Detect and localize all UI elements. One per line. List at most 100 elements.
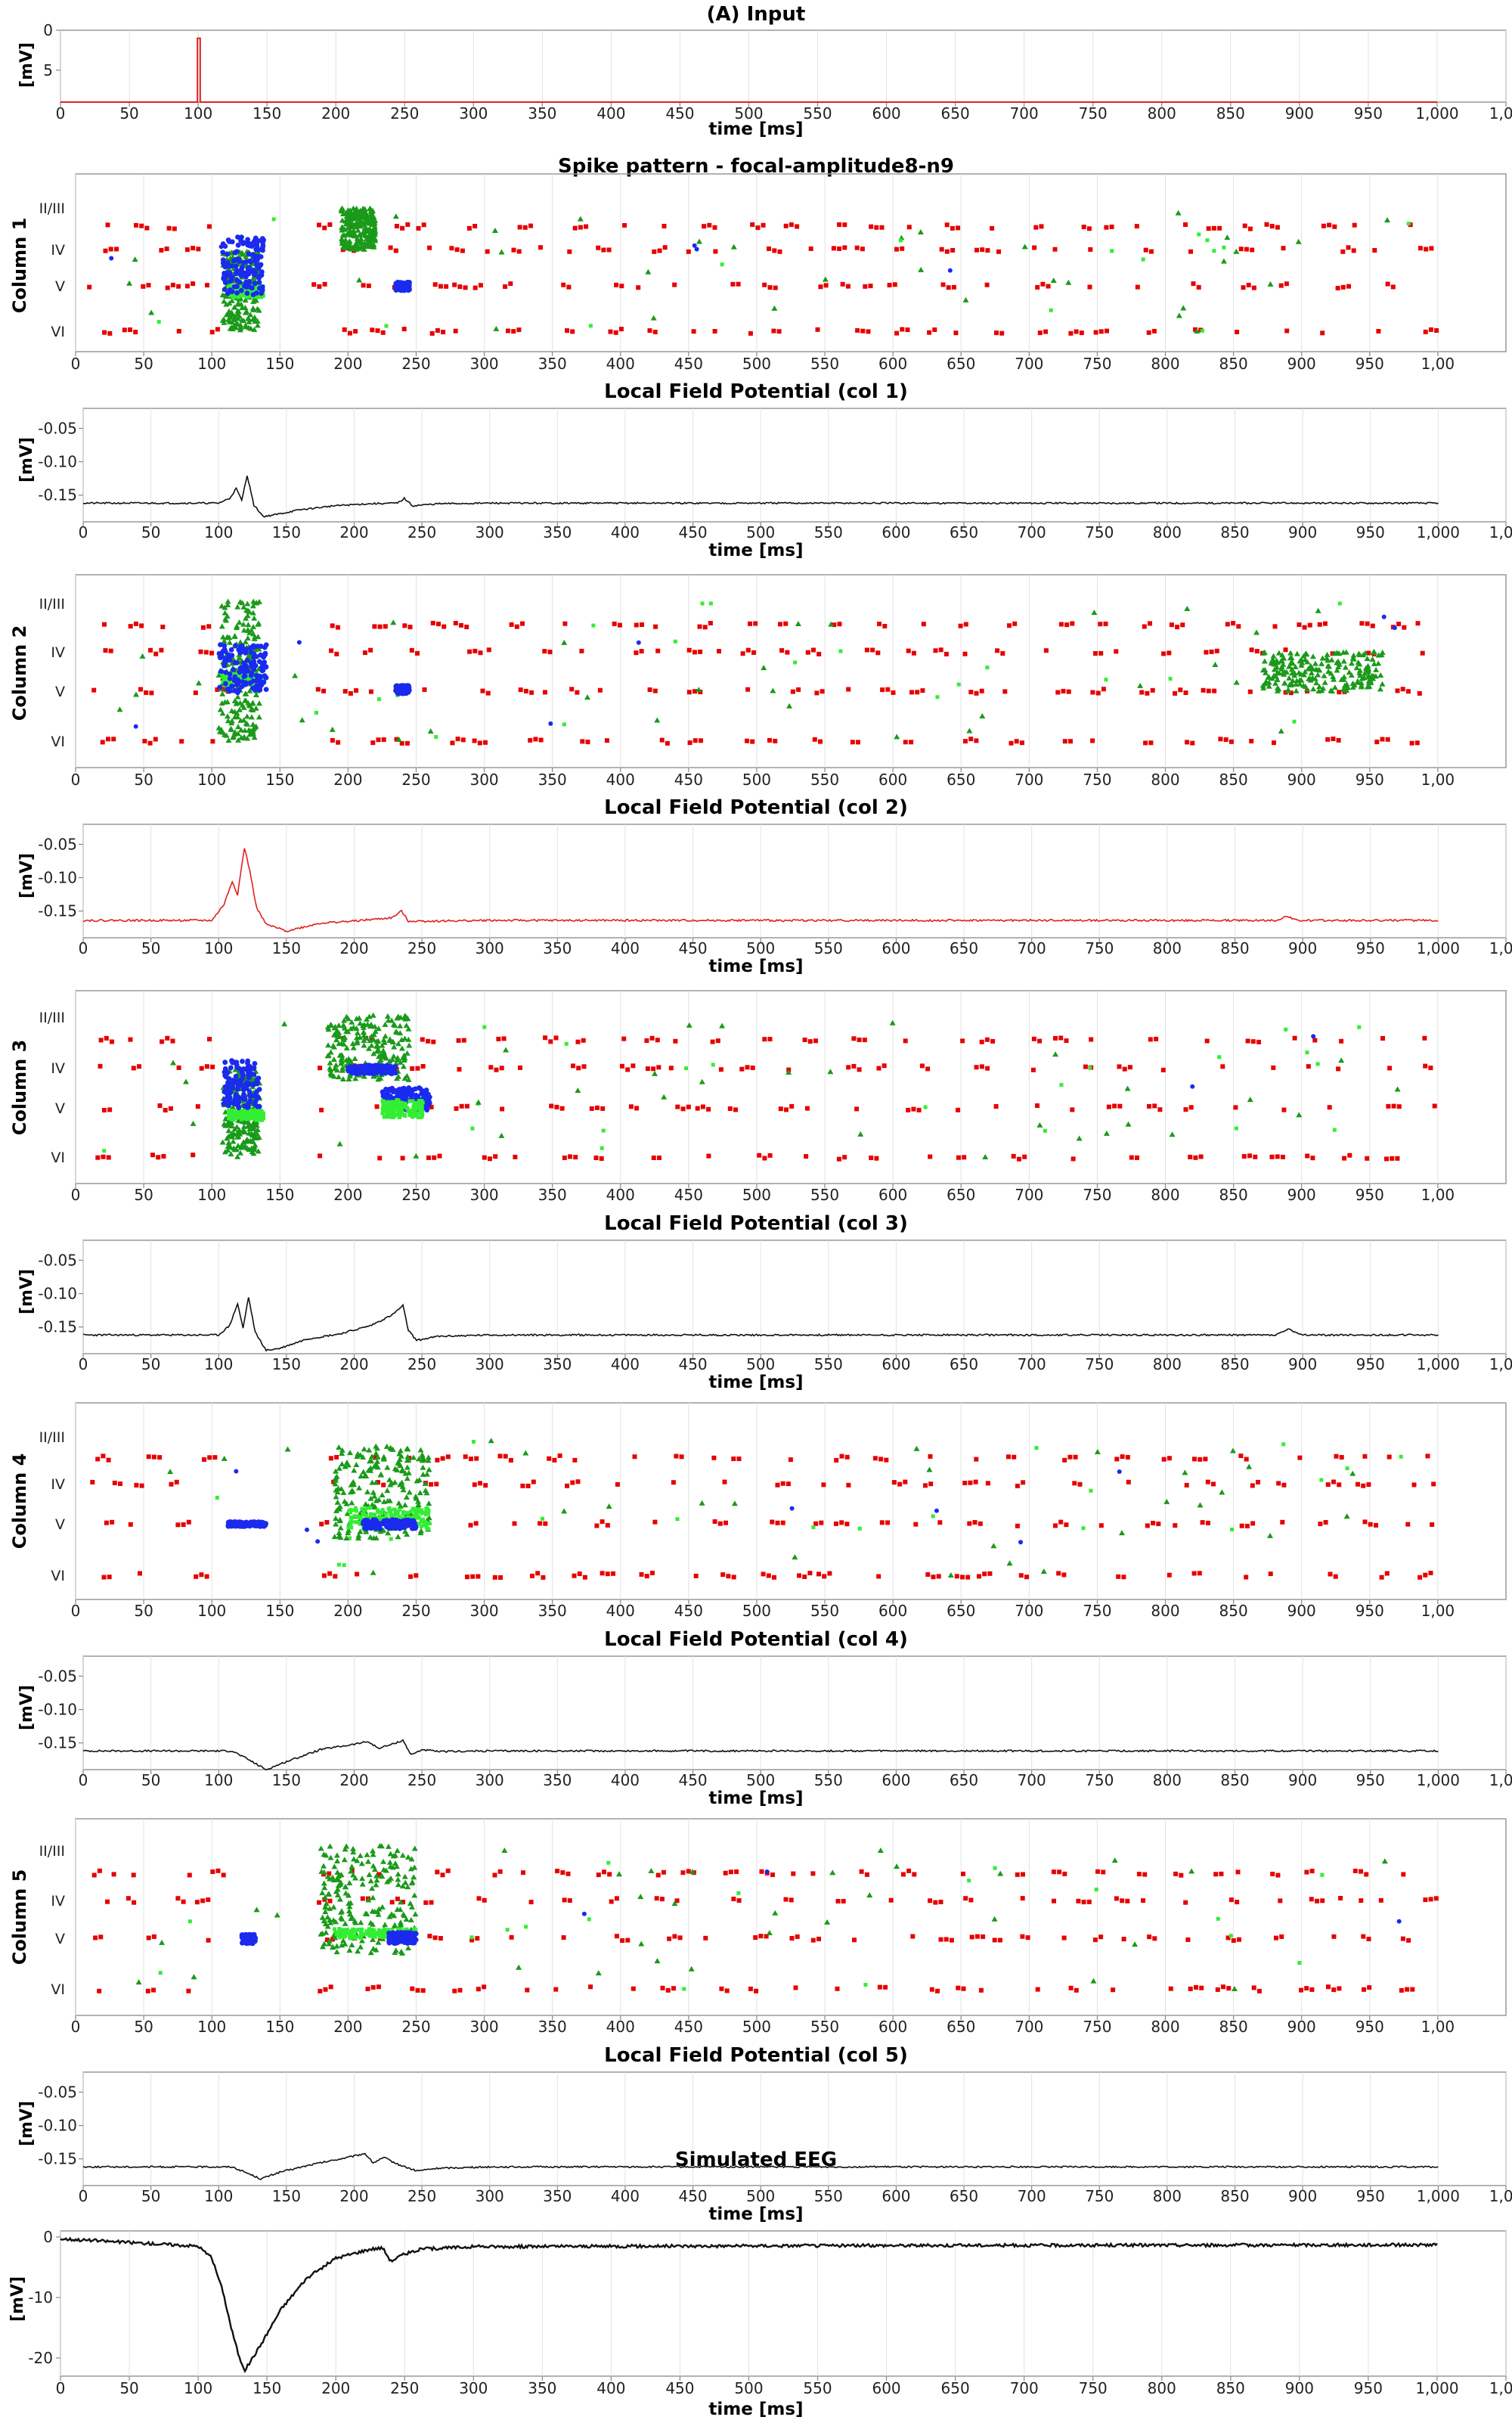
spike-interneuron-c bbox=[224, 1089, 230, 1095]
spike-excitatory bbox=[770, 1519, 775, 1525]
spike-interneuron-a bbox=[364, 1488, 371, 1494]
spike-excitatory bbox=[114, 247, 119, 252]
spike-excitatory bbox=[1161, 1457, 1167, 1462]
spike-interneuron-a bbox=[1350, 652, 1357, 658]
spike-excitatory bbox=[334, 1454, 339, 1460]
spike-excitatory bbox=[965, 1575, 971, 1580]
spike-excitatory bbox=[1122, 1066, 1127, 1072]
spike-interneuron-c bbox=[252, 1060, 258, 1066]
spike-excitatory bbox=[1114, 1457, 1120, 1462]
spike-excitatory bbox=[334, 651, 339, 656]
spike-excitatory bbox=[632, 1454, 637, 1460]
spike-excitatory bbox=[1206, 226, 1211, 231]
spike-interneuron-a bbox=[345, 1527, 352, 1533]
spike-excitatory bbox=[122, 327, 127, 333]
x-tick-label: 500 bbox=[734, 104, 763, 123]
spike-excitatory bbox=[421, 222, 426, 228]
spike-interneuron-a bbox=[1052, 1051, 1059, 1057]
spike-excitatory bbox=[1046, 284, 1051, 289]
spike-interneuron-a bbox=[1350, 656, 1357, 662]
spike-excitatory bbox=[913, 1522, 919, 1527]
spike-excitatory bbox=[1330, 651, 1335, 656]
spike-excitatory bbox=[1380, 737, 1385, 742]
x-tick-label: 650 bbox=[947, 1186, 975, 1204]
spike-excitatory bbox=[422, 687, 427, 692]
y-category-label: V bbox=[55, 1516, 65, 1533]
spike-interneuron-b bbox=[258, 1115, 262, 1120]
spike-interneuron-b bbox=[222, 677, 227, 681]
spike-interneuron-a bbox=[917, 228, 924, 234]
spike-excitatory bbox=[1015, 1483, 1020, 1488]
spike-excitatory bbox=[1000, 651, 1005, 656]
spike-excitatory bbox=[822, 1574, 827, 1579]
spike-interneuron-a bbox=[1040, 1568, 1047, 1575]
spike-interneuron-b bbox=[222, 672, 226, 677]
spike-excitatory bbox=[494, 1067, 499, 1072]
spike-interneuron-a bbox=[251, 1131, 258, 1137]
spike-interneuron-a bbox=[401, 1013, 408, 1019]
spike-interneuron-a bbox=[392, 213, 399, 219]
spike-excitatory bbox=[327, 1571, 333, 1576]
spike-interneuron-a bbox=[245, 315, 252, 321]
spike-interneuron-c bbox=[401, 1087, 407, 1093]
spike-interneuron-a bbox=[363, 1528, 370, 1534]
spike-excitatory bbox=[164, 247, 169, 251]
spike-interneuron-a bbox=[356, 277, 363, 283]
spike-excitatory bbox=[483, 1483, 488, 1488]
spike-excitatory bbox=[1231, 621, 1236, 626]
spike-excitatory bbox=[1292, 1035, 1297, 1041]
spike-interneuron-a bbox=[827, 1069, 834, 1075]
spike-interneuron-b bbox=[261, 1115, 265, 1119]
spike-excitatory bbox=[668, 1066, 674, 1071]
spike-excitatory bbox=[102, 622, 107, 627]
spike-excitatory bbox=[1064, 1522, 1069, 1528]
x-tick-label: 50 bbox=[119, 104, 138, 123]
spike-interneuron-a bbox=[235, 724, 242, 730]
x-tick-label: 550 bbox=[810, 355, 839, 373]
spike-excitatory bbox=[1121, 1575, 1126, 1580]
spike-excitatory bbox=[128, 624, 133, 629]
spike-interneuron-b bbox=[398, 1109, 402, 1114]
spike-excitatory bbox=[644, 1574, 649, 1579]
spike-excitatory bbox=[700, 1104, 705, 1109]
spike-excitatory bbox=[531, 1479, 536, 1485]
spike-excitatory bbox=[652, 249, 657, 254]
spike-interneuron-a bbox=[1270, 653, 1277, 659]
spike-interneuron-c bbox=[253, 247, 259, 253]
spike-excitatory bbox=[837, 222, 842, 227]
spike-excitatory bbox=[1109, 225, 1114, 229]
spike-interneuron-a bbox=[1246, 1463, 1253, 1469]
spike-excitatory bbox=[456, 1038, 461, 1043]
spike-interneuron-a bbox=[857, 1131, 864, 1137]
spike-excitatory bbox=[811, 647, 816, 653]
spike-interneuron-c bbox=[242, 1083, 248, 1089]
spike-excitatory bbox=[866, 329, 871, 334]
spike-interneuron-a bbox=[1091, 610, 1098, 616]
spike-excitatory bbox=[372, 624, 377, 629]
x-tick-label: 450 bbox=[678, 523, 707, 541]
spike-interneuron-c bbox=[235, 256, 240, 262]
spike-interneuron-a bbox=[1270, 657, 1277, 663]
spike-interneuron-c bbox=[222, 244, 228, 250]
spike-interneuron-b bbox=[229, 681, 234, 685]
spike-interneuron-c bbox=[1190, 1084, 1195, 1089]
spike-excitatory bbox=[478, 1481, 482, 1486]
spike-excitatory bbox=[925, 1066, 931, 1072]
spike-excitatory bbox=[581, 1038, 586, 1043]
spike-interneuron-c bbox=[386, 1086, 392, 1092]
spike-excitatory bbox=[931, 1575, 936, 1580]
spike-interneuron-b bbox=[404, 1102, 408, 1106]
spike-interneuron-a bbox=[247, 728, 254, 734]
spike-excitatory bbox=[191, 1153, 196, 1158]
spike-interneuron-a bbox=[337, 1525, 344, 1531]
spike-interneuron-a bbox=[234, 1142, 241, 1148]
spike-excitatory bbox=[1331, 1479, 1336, 1485]
spike-excitatory bbox=[1281, 246, 1286, 251]
spike-excitatory bbox=[138, 687, 143, 692]
spike-interneuron-c bbox=[246, 1074, 253, 1080]
spike-excitatory bbox=[1112, 1103, 1117, 1109]
spike-interneuron-a bbox=[354, 1029, 361, 1035]
spike-interneuron-a bbox=[349, 1500, 355, 1506]
spike-interneuron-a bbox=[1006, 1560, 1013, 1566]
spike-excitatory bbox=[1188, 1154, 1193, 1159]
